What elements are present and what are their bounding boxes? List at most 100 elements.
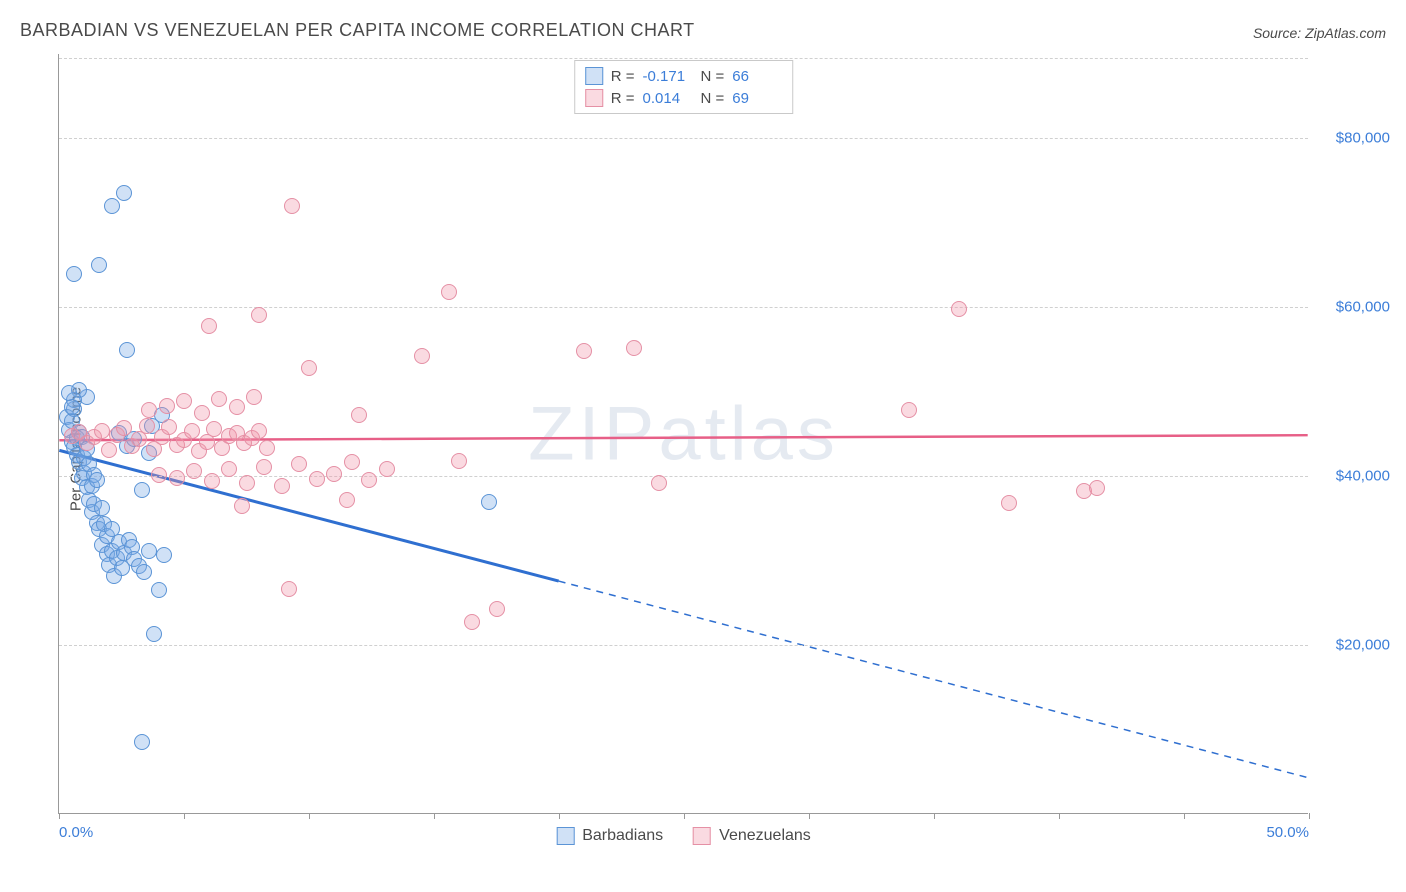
gridline-h	[59, 645, 1308, 646]
scatter-point	[194, 405, 210, 421]
scatter-point	[379, 461, 395, 477]
scatter-point	[134, 482, 150, 498]
scatter-point	[351, 407, 367, 423]
scatter-point	[301, 360, 317, 376]
scatter-point	[136, 564, 152, 580]
y-tick-label: $40,000	[1336, 468, 1390, 485]
stat-label: R =	[611, 68, 635, 85]
scatter-point	[284, 198, 300, 214]
scatter-point	[119, 342, 135, 358]
stat-label: N =	[701, 68, 725, 85]
scatter-point	[206, 421, 222, 437]
x-tick	[684, 813, 685, 819]
scatter-point	[256, 459, 272, 475]
x-tick	[1309, 813, 1310, 819]
scatter-point	[94, 423, 110, 439]
scatter-point	[489, 601, 505, 617]
scatter-point	[1089, 480, 1105, 496]
stat-value-n: 66	[732, 68, 782, 85]
stat-value-n: 69	[732, 90, 782, 107]
scatter-point	[176, 393, 192, 409]
stats-row: R = 0.014 N = 69	[585, 87, 783, 109]
scatter-point	[626, 340, 642, 356]
legend-label: Venezuelans	[719, 827, 811, 845]
scatter-point	[464, 614, 480, 630]
x-tick	[1059, 813, 1060, 819]
chart-title: BARBADIAN VS VENEZUELAN PER CAPITA INCOM…	[20, 20, 695, 41]
y-tick-label: $60,000	[1336, 299, 1390, 316]
stat-value-r: 0.014	[643, 90, 693, 107]
scatter-point	[281, 581, 297, 597]
scatter-point	[211, 391, 227, 407]
x-tick	[309, 813, 310, 819]
gridline-h	[59, 138, 1308, 139]
stat-value-r: -0.171	[643, 68, 693, 85]
scatter-point	[234, 498, 250, 514]
scatter-point	[901, 402, 917, 418]
scatter-point	[146, 626, 162, 642]
scatter-point	[161, 419, 177, 435]
scatter-point	[441, 284, 457, 300]
scatter-point	[61, 385, 77, 401]
legend-swatch	[585, 67, 603, 85]
scatter-point	[201, 318, 217, 334]
scatter-point	[344, 454, 360, 470]
scatter-point	[101, 442, 117, 458]
x-tick	[1184, 813, 1185, 819]
source-label: Source: ZipAtlas.com	[1253, 25, 1386, 41]
y-tick-label: $80,000	[1336, 130, 1390, 147]
scatter-point	[1001, 495, 1017, 511]
x-tick	[809, 813, 810, 819]
legend-label: Barbadians	[582, 827, 663, 845]
scatter-point	[94, 500, 110, 516]
watermark: ZIPatlas	[528, 390, 839, 477]
legend-swatch	[585, 89, 603, 107]
scatter-point	[229, 399, 245, 415]
scatter-point	[481, 494, 497, 510]
bottom-legend: Barbadians Venezuelans	[556, 827, 811, 845]
scatter-point	[221, 461, 237, 477]
scatter-point	[184, 423, 200, 439]
x-tick	[934, 813, 935, 819]
scatter-point	[169, 470, 185, 486]
scatter-point	[251, 307, 267, 323]
scatter-point	[251, 423, 267, 439]
scatter-point	[274, 478, 290, 494]
stat-label: N =	[701, 90, 725, 107]
x-tick	[559, 813, 560, 819]
scatter-point	[339, 492, 355, 508]
scatter-point	[246, 389, 262, 405]
legend-swatch	[693, 827, 711, 845]
scatter-point	[951, 301, 967, 317]
scatter-point	[414, 348, 430, 364]
x-tick-label: 50.0%	[1266, 824, 1309, 841]
scatter-point	[204, 473, 220, 489]
scatter-point	[259, 440, 275, 456]
scatter-point	[451, 453, 467, 469]
scatter-point	[576, 343, 592, 359]
scatter-point	[159, 398, 175, 414]
scatter-point	[66, 266, 82, 282]
stat-label: R =	[611, 90, 635, 107]
scatter-point	[139, 418, 155, 434]
x-tick-label: 0.0%	[59, 824, 93, 841]
legend-item: Venezuelans	[693, 827, 811, 845]
scatter-point	[651, 475, 667, 491]
scatter-point	[89, 472, 105, 488]
scatter-point	[239, 475, 255, 491]
scatter-point	[151, 582, 167, 598]
scatter-point	[141, 402, 157, 418]
legend-item: Barbadians	[556, 827, 663, 845]
x-tick	[59, 813, 60, 819]
x-tick	[184, 813, 185, 819]
scatter-point	[156, 547, 172, 563]
stats-legend-box: R = -0.171 N = 66 R = 0.014 N = 69	[574, 60, 794, 114]
scatter-point	[104, 198, 120, 214]
scatter-point	[64, 399, 80, 415]
scatter-point	[91, 257, 107, 273]
scatter-point	[361, 472, 377, 488]
x-tick	[434, 813, 435, 819]
plot-area: ZIPatlas R =-0.171N =66R =0.014N =69 Bar…	[58, 54, 1308, 814]
gridline-h	[59, 307, 1308, 308]
y-tick-label: $20,000	[1336, 637, 1390, 654]
